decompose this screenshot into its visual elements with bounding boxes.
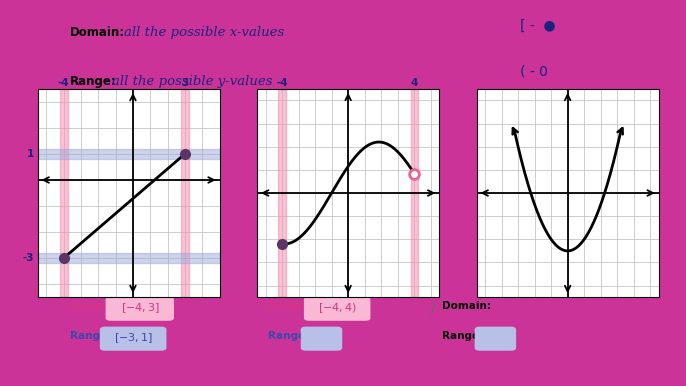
Bar xyxy=(60,89,67,297)
Text: ( - 0: ( - 0 xyxy=(521,64,548,78)
Text: -4: -4 xyxy=(58,78,69,88)
FancyBboxPatch shape xyxy=(300,327,342,351)
Text: $[-3, 1]$: $[-3, 1]$ xyxy=(114,331,153,345)
FancyBboxPatch shape xyxy=(475,327,516,351)
Text: $[-4, 3]$: $[-4, 3]$ xyxy=(121,301,160,315)
Text: Domain:: Domain: xyxy=(70,26,125,39)
Text: [ -  ●: [ - ● xyxy=(521,19,556,33)
Bar xyxy=(279,89,285,297)
Bar xyxy=(38,254,220,263)
Text: 3: 3 xyxy=(181,78,189,88)
FancyBboxPatch shape xyxy=(106,297,174,321)
Text: Domain:: Domain: xyxy=(71,301,123,312)
Text: $[-4, 4)$: $[-4, 4)$ xyxy=(318,301,357,315)
Bar xyxy=(181,89,189,297)
FancyBboxPatch shape xyxy=(100,327,167,351)
Text: Domain:: Domain: xyxy=(442,301,491,312)
Bar xyxy=(411,89,418,297)
Text: Range:: Range: xyxy=(70,75,117,88)
Text: all the possible x-values: all the possible x-values xyxy=(123,26,284,39)
Text: -4: -4 xyxy=(276,78,288,88)
Text: 1: 1 xyxy=(27,149,34,159)
Text: /: / xyxy=(431,301,436,315)
Text: -3: -3 xyxy=(23,253,34,263)
Text: Range:: Range: xyxy=(268,331,313,341)
Text: Range:: Range: xyxy=(442,331,483,341)
FancyBboxPatch shape xyxy=(304,297,370,321)
Text: Range:: Range: xyxy=(71,331,115,341)
Text: Domain:: Domain: xyxy=(268,301,321,312)
Text: 4: 4 xyxy=(410,78,418,88)
Text: all the possible y-values: all the possible y-values xyxy=(113,75,273,88)
Bar xyxy=(38,149,220,159)
